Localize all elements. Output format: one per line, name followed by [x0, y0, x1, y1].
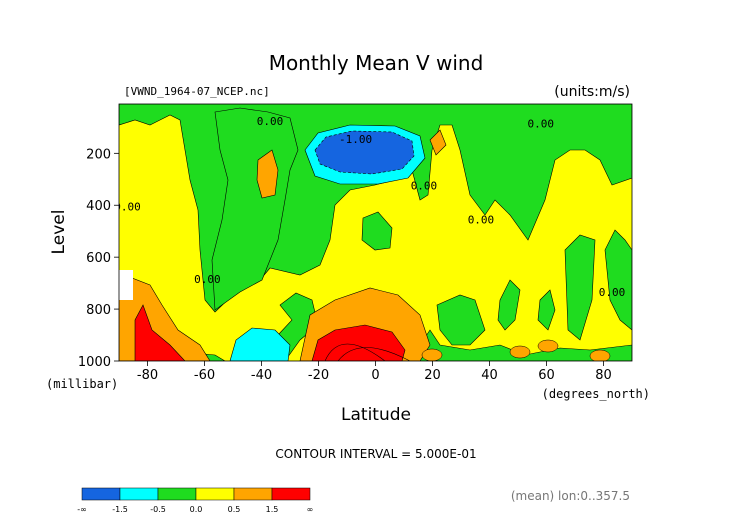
x-tick-label: 80	[595, 368, 612, 383]
region-green-2	[361, 211, 393, 251]
x-tick-label: 0	[371, 368, 379, 383]
x-tick-label: -80	[137, 368, 158, 383]
contour-equator-0	[324, 343, 386, 361]
contour-label: 0.00	[194, 273, 221, 286]
region-green-7	[497, 279, 521, 331]
colorbar-swatch-gt_1.5	[271, 487, 311, 501]
y-tick-label: 200	[86, 147, 111, 162]
x-tick-label: 40	[481, 368, 498, 383]
y-axis-label: Level	[49, 210, 69, 255]
region-green-3	[436, 294, 486, 346]
colorbar-swatch--0.5_0.0	[157, 487, 197, 501]
region-cyan-south-mid	[229, 327, 291, 361]
region-red-south-polar	[134, 304, 186, 361]
contour-interval-text: CONTOUR INTERVAL = 5.000E-01	[275, 447, 476, 461]
region-red-equator	[311, 324, 406, 361]
contour-label: 0.00	[114, 200, 141, 213]
colorbar-tick-label: -1.5	[112, 505, 128, 514]
x-axis-units: (degrees_north)	[542, 387, 650, 401]
region-orange-nh-surface-3	[589, 349, 611, 361]
region-green-1	[211, 107, 299, 311]
region-green-8	[604, 229, 632, 331]
y-axis-units: (millibar)	[46, 377, 118, 391]
x-tick-label: -40	[251, 368, 272, 383]
x-axis-label: Latitude	[341, 405, 411, 425]
colorbar-tick-label: 1.5	[266, 505, 279, 514]
contour-label: 0.00	[411, 180, 438, 193]
x-tick-label: 20	[424, 368, 441, 383]
colorbar-swatch-0.5_1.5	[233, 487, 273, 501]
y-tick-label: 400	[86, 199, 111, 214]
file-label: [VWND_1964-07_NCEP.nc]	[124, 85, 270, 98]
y-tick-label: 600	[86, 251, 111, 266]
colorbar-tick-label: -∞	[77, 505, 87, 514]
region-orange-nh-surface-1	[509, 345, 531, 359]
x-tick-label: -20	[308, 368, 329, 383]
colorbar: -∞ -1.5 -0.5 0.0 0.5 1.5 ∞	[77, 487, 314, 514]
colorbar-swatch--1.5_-0.5	[119, 487, 159, 501]
region-green-9	[537, 289, 556, 331]
y-tick-label: 1000	[78, 355, 111, 370]
y-axis: 200 400 600 800 1000	[78, 147, 119, 370]
units-label: (units:m/s)	[554, 84, 630, 100]
contour-label: 0.00	[257, 115, 284, 128]
colorbar-tick-label: -0.5	[150, 505, 166, 514]
contour-label: -1.00	[339, 133, 372, 146]
contour-label: 0.00	[599, 286, 626, 299]
x-tick-label: 60	[538, 368, 555, 383]
x-tick-label: -60	[194, 368, 215, 383]
contour-label: 0.00	[528, 117, 555, 130]
region-orange-nh-surface-0	[421, 348, 443, 361]
y-tick-label: 800	[86, 303, 111, 318]
region-orange-nh-upper	[429, 129, 447, 156]
colorbar-tick-label: 0.5	[228, 505, 241, 514]
x-axis: -80 -60 -40 -20 0 20 40 60 80	[137, 361, 612, 383]
region-jet-core	[314, 130, 415, 175]
region-orange-nh-surface-2	[537, 339, 559, 353]
missing-data-patch	[119, 270, 133, 300]
colorbar-tick-label: ∞	[307, 505, 314, 514]
colorbar-tick-label: 0.0	[190, 505, 203, 514]
chart-title: Monthly Mean V wind	[269, 51, 484, 75]
region-orange-sh-upper	[256, 149, 279, 199]
contour-label: 0.00	[468, 213, 495, 226]
footer-note: (mean) lon:0..357.5	[511, 489, 630, 503]
plot-area: 0.00 0.00 -1.00 0.00 0.00 0.00 0.00 0.00	[114, 104, 632, 361]
contour-equator-1	[337, 347, 411, 361]
colorbar-swatch-le_-1.5	[81, 487, 121, 501]
region-green-10	[564, 234, 596, 341]
colorbar-swatch-0.0_0.5	[195, 487, 235, 501]
